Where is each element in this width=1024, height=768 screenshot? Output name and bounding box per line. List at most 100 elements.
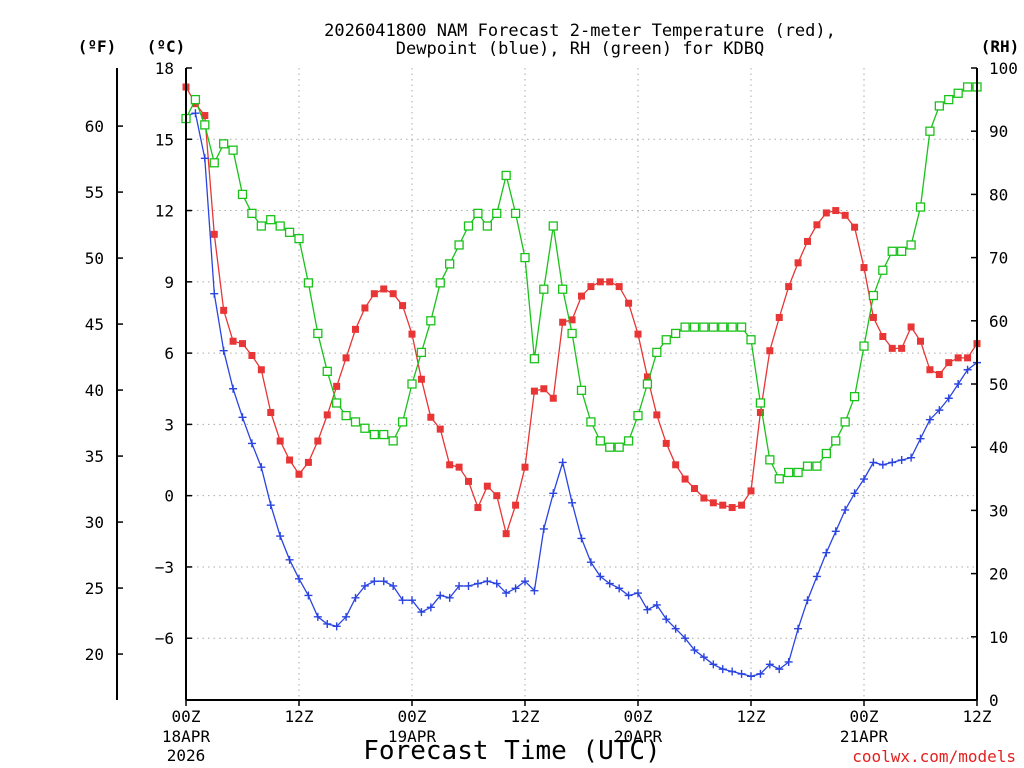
temperature-point [239,340,246,348]
rh-point [849,391,860,402]
rh-point [746,335,756,345]
x-tick-label: 12Z [511,707,540,726]
dewpoint-point [709,660,718,669]
temperature-point [417,375,425,383]
dewpoint-point [737,669,746,678]
temperature-point [851,223,859,231]
rh-point [256,221,266,231]
dewpoint-point [549,489,558,498]
dewpoint-point [643,605,652,614]
dewpoint-point [304,591,313,600]
dewpoint-point [257,463,266,472]
fahrenheit-tick-label: 60 [85,117,104,136]
dewpoint-point [878,460,887,469]
fahrenheit-tick-label: 40 [85,381,104,400]
dewpoint-point [530,586,539,595]
dewpoint-point [812,572,821,581]
x-tick-date: 19APR [388,727,437,746]
temperature-point [323,411,331,419]
temperature-point [794,259,802,267]
fahrenheit-tick-label: 50 [85,249,104,268]
rh-point [821,448,831,459]
rh-point [313,328,323,339]
temperature-point [926,366,934,374]
rh-point [586,417,596,427]
rh-point [633,410,643,421]
temperature-point [945,359,953,367]
rh-point [906,240,916,250]
dewpoint-point [342,612,351,621]
rh-point [501,170,511,181]
rh-point [708,322,718,332]
dewpoint-point [266,501,275,510]
rh-point [614,442,624,452]
dewpoint-point [445,593,454,602]
dewpoint-point [634,589,642,598]
dewpoint-point [436,591,445,600]
rh-point [962,82,973,92]
temperature-point [267,409,275,417]
temperature-point [804,237,811,245]
temperature-point [220,306,228,314]
temperature-point [813,221,821,229]
temperature-point [898,344,906,352]
temperature-point [248,351,256,359]
celsius-unit-label: (ºC) [147,37,186,56]
dewpoint-point [511,584,520,593]
temperature-point [446,461,454,469]
dewpoint-point [699,653,708,662]
temperature-point [747,487,755,495]
dewpoint-point [690,646,699,655]
temperature-point [709,499,717,507]
rh-point [548,221,558,231]
rh-point [576,385,587,395]
temperature-point [210,230,218,238]
rh-tick-label: 80 [989,185,1008,204]
rh-point [445,259,455,269]
dewpoint-point [455,581,464,590]
rh-point [228,145,238,155]
rh-point [397,417,408,427]
dewpoint-point [756,669,765,678]
temperature-point [314,437,322,445]
rh-point [812,461,822,471]
temperature-point [512,501,520,509]
grid-lines [186,68,977,700]
temperature-point [643,373,651,381]
rh-point [840,417,850,427]
x-axis-title: Forecast Time (UTC) [363,736,660,766]
chart-title-line-2: Dewpoint (blue), RH (green) for KDBQ [396,39,764,59]
x-tick-label: 00Z [624,707,653,726]
temperature-point [502,530,510,538]
dewpoint-point [332,622,341,631]
dewpoint-point [313,612,322,621]
x-tick-date: 20APR [614,727,663,746]
x-tick-label: 00Z [398,707,427,726]
dewpoint-point [897,456,906,465]
temperature-point [738,501,746,509]
celsius-tick-label: 15 [155,130,174,149]
x-tick-label: 12Z [285,707,314,726]
temperature-point [917,337,924,345]
dewpoint-point [662,615,671,624]
x-tick-date: 21APR [840,727,889,746]
temperature-point [455,463,463,471]
temperature-point [907,323,915,331]
temperature-point [465,477,472,485]
temperature-point [276,437,284,445]
rh-tick-label: 100 [989,59,1018,78]
dewpoint-point [794,624,803,633]
source-credit: coolwx.com/models [852,747,1016,766]
rh-point [680,322,690,332]
rh-point [718,322,728,332]
dewpoint-point [586,558,595,567]
temperature-point [530,387,538,395]
dewpoint-point [784,657,793,666]
dewpoint-point [869,458,878,467]
rh-point [784,467,794,478]
fahrenheit-tick-label: 35 [85,447,104,466]
fahrenheit-tick-label: 30 [85,513,104,532]
temperature-point [342,354,350,362]
dewpoint-point [276,532,285,541]
temperature-point [785,283,793,291]
